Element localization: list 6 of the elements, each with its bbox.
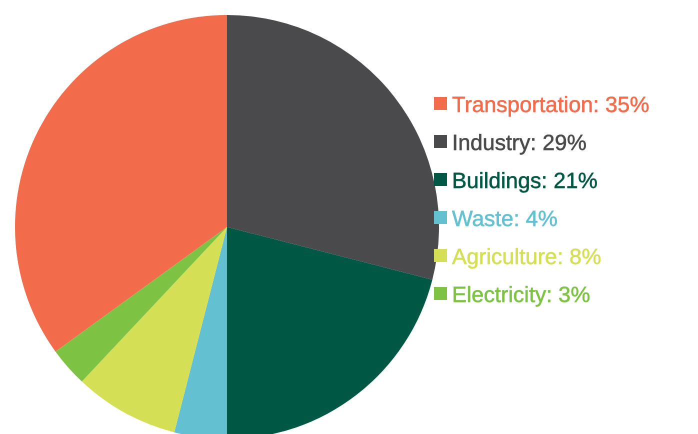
legend-label: Waste: 4% (452, 206, 558, 231)
legend-label: Industry: 29% (452, 130, 587, 155)
legend-label: Electricity: 3% (452, 282, 590, 307)
legend-label: Transportation: 35% (452, 92, 650, 117)
legend-label: Buildings: 21% (452, 168, 598, 193)
legend-label: Agriculture: 8% (452, 244, 602, 269)
